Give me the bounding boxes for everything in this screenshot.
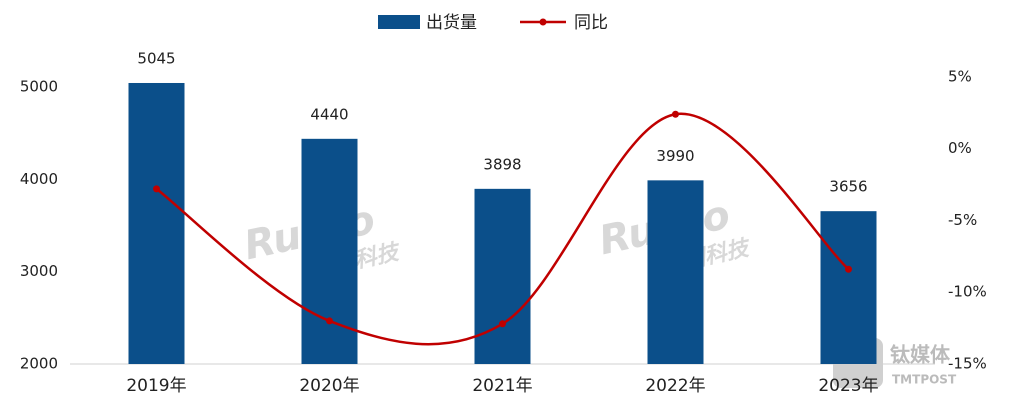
data-label: 3656 <box>829 178 867 196</box>
y-tick-label: 3000 <box>20 262 58 280</box>
y2-tick-label: 0% <box>948 139 972 157</box>
y2-tick-label: -10% <box>948 283 987 301</box>
y2-tick-label: 5% <box>948 67 972 85</box>
line-point <box>672 110 679 118</box>
watermark: TMTPOST <box>892 373 957 387</box>
y2-tick-label: -15% <box>948 355 987 373</box>
y-tick-label: 4000 <box>20 170 58 188</box>
data-label: 3990 <box>656 147 694 165</box>
legend-label: 出货量 <box>426 13 477 33</box>
data-label: 5045 <box>137 49 175 67</box>
x-tick-label: 2021年 <box>472 376 532 396</box>
legend-swatch <box>539 18 547 26</box>
x-tick-label: 2022年 <box>645 376 705 396</box>
y-tick-label: 2000 <box>20 355 58 373</box>
y2-tick-label: -5% <box>948 211 977 229</box>
y-tick-label: 5000 <box>20 78 58 96</box>
bar <box>474 188 531 364</box>
bar <box>647 180 704 364</box>
x-tick-label: 2019年 <box>126 376 186 396</box>
bar <box>128 82 185 365</box>
line-point <box>499 320 506 328</box>
line <box>155 112 850 346</box>
data-label: 4440 <box>310 105 348 123</box>
data-label: 3898 <box>483 155 521 173</box>
line-point <box>845 265 852 273</box>
line-point <box>326 317 333 325</box>
bar <box>301 138 358 364</box>
x-tick-label: 2020年 <box>299 376 359 396</box>
legend-label: 同比 <box>574 13 608 33</box>
watermark: 钛媒体 <box>890 343 951 367</box>
bar <box>820 211 877 364</box>
legend-swatch <box>378 15 420 29</box>
x-tick-label: 2023年 <box>818 376 878 396</box>
line-point <box>153 185 160 193</box>
